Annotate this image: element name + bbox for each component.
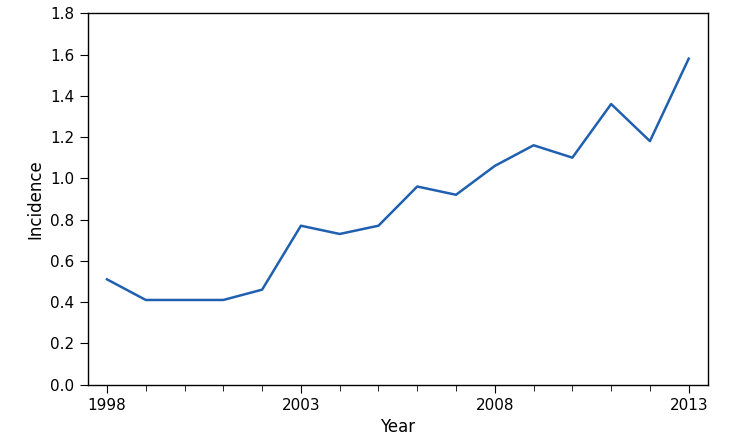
X-axis label: Year: Year xyxy=(380,418,415,436)
Y-axis label: Incidence: Incidence xyxy=(26,159,45,239)
